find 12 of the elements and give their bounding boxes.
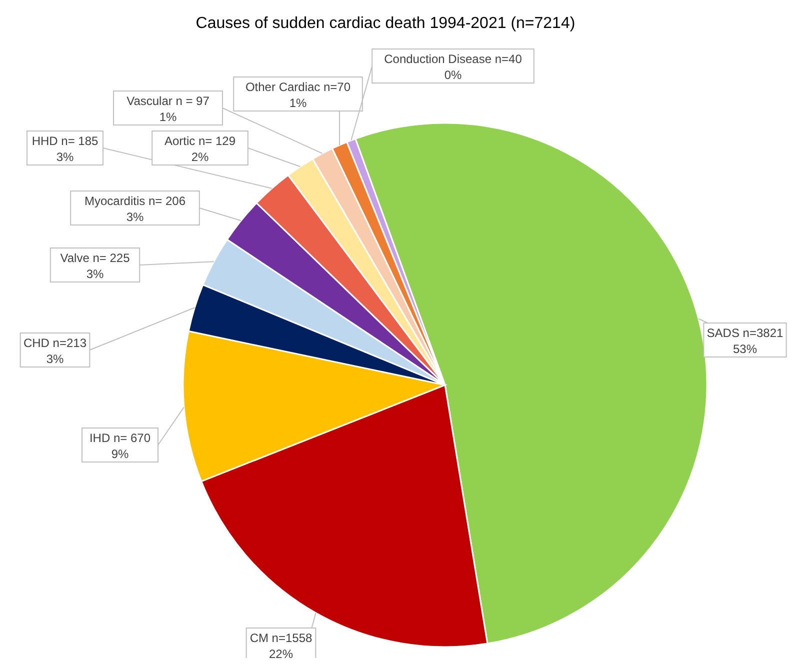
slice-label: HHD n= 185 3% xyxy=(32,134,99,164)
slice-label: Myocarditis n= 206 3% xyxy=(84,194,186,224)
chart-title: Causes of sudden cardiac death 1994-2021 (n=7214) xyxy=(196,15,576,32)
slice-label: Vascular n = 97 1% xyxy=(126,94,210,124)
slice-label: IHD n= 670 9% xyxy=(89,431,151,461)
slice-label: Conduction Disease n=40 0% xyxy=(384,52,522,82)
slice-label: CHD n=213 3% xyxy=(23,336,87,366)
slice-label: Aortic n= 129 2% xyxy=(164,134,236,164)
slice-label: Other Cardiac n=70 1% xyxy=(245,80,351,110)
slice-label: Valve n= 225 3% xyxy=(60,251,130,281)
slice-label: SADS n=3821 53% xyxy=(706,326,784,356)
slice-label: CM n=1558 22% xyxy=(250,631,313,661)
